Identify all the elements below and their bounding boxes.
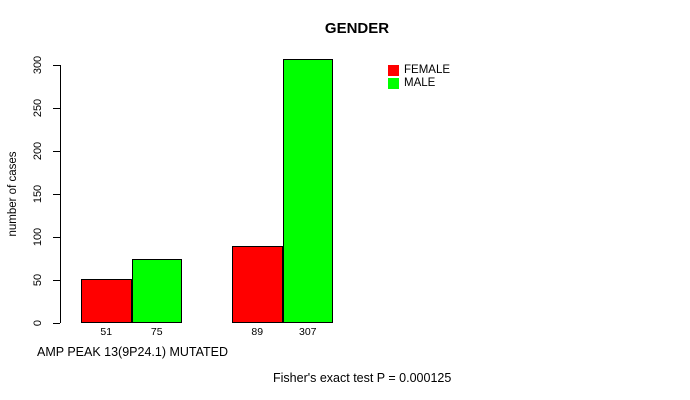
- y-tick-mark: [53, 107, 60, 109]
- y-tick-mark: [53, 322, 60, 324]
- bar-male-group2: [282, 58, 333, 323]
- x-axis-label: AMP PEAK 13(9P24.1) MUTATED: [37, 345, 229, 359]
- y-axis-label: number of cases: [7, 151, 19, 237]
- y-tick-mark: [53, 279, 60, 281]
- bar-value-label: 307: [298, 326, 317, 338]
- legend-swatch-male: [388, 78, 399, 89]
- y-tick-label: 250: [32, 98, 44, 118]
- bar-value-label: 51: [100, 326, 113, 338]
- y-tick-label: 150: [32, 184, 44, 204]
- y-tick-label: 300: [32, 55, 44, 75]
- y-tick-label: 50: [32, 273, 44, 287]
- y-axis-line: [60, 65, 61, 323]
- fisher-test-note: Fisher's exact test P = 0.000125: [273, 371, 452, 385]
- legend-item-female: FEMALE: [388, 64, 450, 77]
- bar-value-label: 75: [150, 326, 163, 338]
- legend-swatch-female: [388, 65, 399, 76]
- y-tick-label: 200: [32, 141, 44, 161]
- bar-male-group1: [131, 258, 182, 323]
- y-tick-label: 100: [32, 227, 44, 247]
- chart-title: GENDER: [324, 20, 390, 37]
- bar-female-group1: [81, 279, 132, 323]
- legend-item-male: MALE: [388, 77, 450, 90]
- legend-label: MALE: [404, 77, 436, 89]
- legend: FEMALE MALE: [388, 64, 450, 90]
- y-tick-label: 0: [32, 319, 44, 327]
- bar-value-label: 89: [251, 326, 264, 338]
- y-tick-mark: [53, 64, 60, 66]
- y-tick-mark: [53, 236, 60, 238]
- legend-label: FEMALE: [404, 64, 451, 76]
- y-tick-mark: [53, 193, 60, 195]
- bar-female-group2: [232, 246, 283, 323]
- y-tick-mark: [53, 150, 60, 152]
